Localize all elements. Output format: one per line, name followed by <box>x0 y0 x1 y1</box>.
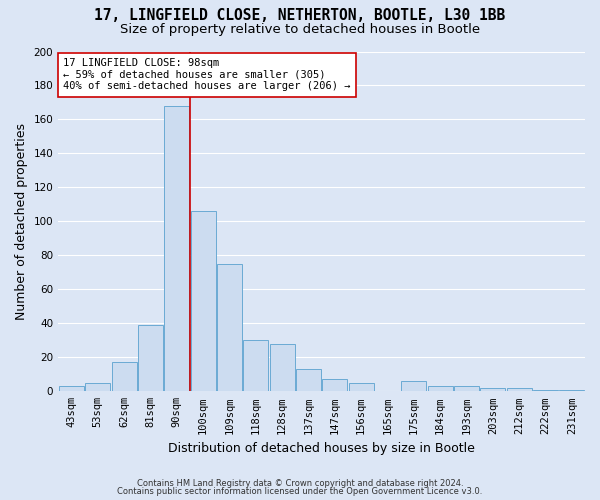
Bar <box>191 211 215 392</box>
Bar <box>138 325 163 392</box>
Bar <box>559 390 584 392</box>
X-axis label: Distribution of detached houses by size in Bootle: Distribution of detached houses by size … <box>168 442 475 455</box>
Bar <box>164 106 189 392</box>
Bar <box>401 381 426 392</box>
Bar <box>112 362 137 392</box>
Text: Size of property relative to detached houses in Bootle: Size of property relative to detached ho… <box>120 22 480 36</box>
Bar <box>296 369 321 392</box>
Bar <box>428 386 452 392</box>
Bar <box>349 383 374 392</box>
Bar <box>269 344 295 392</box>
Bar <box>59 386 84 392</box>
Bar <box>322 380 347 392</box>
Text: Contains HM Land Registry data © Crown copyright and database right 2024.: Contains HM Land Registry data © Crown c… <box>137 478 463 488</box>
Bar <box>454 386 479 392</box>
Bar <box>243 340 268 392</box>
Bar <box>217 264 242 392</box>
Text: 17, LINGFIELD CLOSE, NETHERTON, BOOTLE, L30 1BB: 17, LINGFIELD CLOSE, NETHERTON, BOOTLE, … <box>94 8 506 22</box>
Bar <box>506 388 532 392</box>
Bar <box>480 388 505 392</box>
Bar <box>85 383 110 392</box>
Text: Contains public sector information licensed under the Open Government Licence v3: Contains public sector information licen… <box>118 487 482 496</box>
Y-axis label: Number of detached properties: Number of detached properties <box>15 123 28 320</box>
Bar <box>533 390 558 392</box>
Text: 17 LINGFIELD CLOSE: 98sqm
← 59% of detached houses are smaller (305)
40% of semi: 17 LINGFIELD CLOSE: 98sqm ← 59% of detac… <box>64 58 351 92</box>
